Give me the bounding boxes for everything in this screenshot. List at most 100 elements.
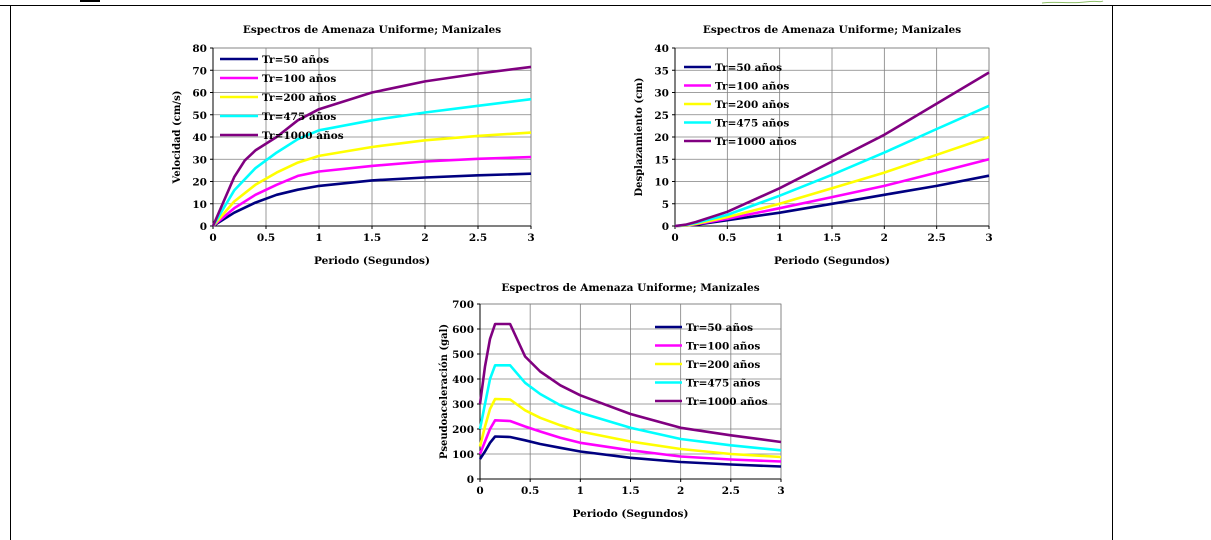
y-tick-label: 50 [192,110,207,122]
right-border-line [1112,5,1113,540]
series-line-4 [674,104,990,228]
chart-title: Espectros de Amenaza Uniforme; Manizales [703,24,961,36]
x-tick-label: 2 [881,232,888,244]
x-tick-label: 3 [527,232,534,244]
y-tick-label: 70 [192,65,207,77]
y-axis-label: Desplazamiento (cm) [634,77,645,196]
legend-label: Tr=1000 años [686,396,768,408]
x-tick-label: 1.5 [621,485,639,497]
legend: Tr=50 años Tr=100 años Tr=200 años Tr=475 a… [220,54,344,142]
displacement-chart: Espectros de Amenaza Uniforme; Manizales… [634,24,993,267]
x-axis-label: Periodo (Segundos) [314,255,430,267]
legend-label: Tr=50 años [262,54,329,66]
velocity-chart: Espectros de Amenaza Uniforme; Manizales… [172,24,535,267]
series-line-2 [478,418,782,463]
legend-label: Tr=1000 años [262,130,344,142]
legend-label: Tr=100 años [262,73,336,85]
y-axis-label: Velocidad (cm/s) [172,91,183,185]
legend-label: Tr=100 años [715,81,789,93]
series-line-2 [212,155,532,227]
series-line-3 [674,135,990,228]
x-tick-label: 2 [421,232,428,244]
legend-label: Tr=100 años [686,341,760,353]
legend-label: Tr=200 años [262,92,336,104]
series-line-3 [212,131,532,227]
y-tick-label: 600 [452,324,474,336]
x-tick-label: 1 [776,232,783,244]
y-tick-label: 30 [654,88,669,100]
y-tick-label: 15 [654,154,669,166]
legend-label: Tr=475 años [715,118,789,130]
x-tick-label: 1 [315,232,322,244]
left-border-line [10,5,11,540]
y-tick-label: 35 [654,65,669,77]
series-line-4 [478,363,782,452]
legend-label: Tr=475 años [686,378,760,390]
x-axis-label: Periodo (Segundos) [573,508,689,520]
series-line-1 [212,172,532,228]
x-tick-label: 0 [209,232,216,244]
x-axis-label: Periodo (Segundos) [774,255,890,267]
top-border-line [0,5,1211,6]
legend-label: Tr=1000 años [715,136,797,148]
series-line-4 [211,97,532,227]
y-tick-label: 100 [452,449,474,461]
y-tick-label: 30 [192,154,207,166]
x-tick-label: 0.5 [521,485,539,497]
plot-frame [479,303,782,480]
y-tick-label: 25 [654,110,669,122]
y-tick-label: 40 [654,43,669,55]
legend-label: Tr=50 años [715,62,782,74]
y-axis-label: Pseudoaceleración (gal) [439,324,450,459]
chart-title: Espectros de Amenaza Uniforme; Manizales [243,24,501,36]
plot-frame [674,47,990,227]
corner-mark [80,0,100,2]
legend: Tr=50 años Tr=100 años Tr=200 años Tr=475 a… [655,322,768,408]
legend-label: Tr=50 años [686,322,753,334]
series-line-1 [674,174,990,228]
x-tick-label: 2.5 [928,232,946,244]
series-line-5 [674,71,990,228]
chart-title: Espectros de Amenaza Uniforme; Manizales [501,282,759,294]
x-tick-label: 0 [671,232,678,244]
series-line-1 [478,435,782,468]
series-line-5 [211,65,532,227]
x-tick-label: 0 [476,485,483,497]
header-logo-fragment [1041,0,1104,4]
x-tick-label: 2 [677,485,684,497]
x-tick-label: 2.5 [469,232,487,244]
legend-label: Tr=475 años [262,111,336,123]
y-tick-label: 20 [654,132,669,144]
x-tick-label: 0.5 [718,232,736,244]
y-tick-label: 0 [662,221,669,233]
legend-label: Tr=200 años [715,99,789,111]
y-tick-label: 10 [192,199,207,211]
legend: Tr=50 años Tr=100 años Tr=200 años Tr=475 a… [684,62,797,148]
x-tick-label: 1.5 [823,232,841,244]
y-tick-label: 0 [200,221,207,233]
x-tick-label: 0.5 [257,232,275,244]
y-tick-label: 40 [192,132,207,144]
x-tick-label: 3 [985,232,992,244]
y-tick-label: 60 [192,88,207,100]
x-tick-label: 2.5 [722,485,740,497]
series-line-3 [478,397,782,459]
series-line-5 [478,322,782,444]
pseudoacceleration-chart: Espectros de Amenaza Uniforme; Manizales… [439,282,785,520]
y-tick-label: 400 [452,374,474,386]
y-tick-label: 20 [192,177,207,189]
y-tick-label: 5 [662,199,669,211]
y-tick-label: 0 [467,474,474,486]
y-tick-label: 300 [452,399,474,411]
y-tick-label: 500 [452,349,474,361]
x-tick-label: 1.5 [363,232,381,244]
y-tick-label: 200 [452,424,474,436]
y-tick-label: 700 [452,299,474,311]
y-tick-label: 80 [192,43,207,55]
x-tick-label: 1 [577,485,584,497]
legend-label: Tr=200 años [686,359,760,371]
series-line-2 [674,158,990,228]
plot-frame [212,47,532,227]
